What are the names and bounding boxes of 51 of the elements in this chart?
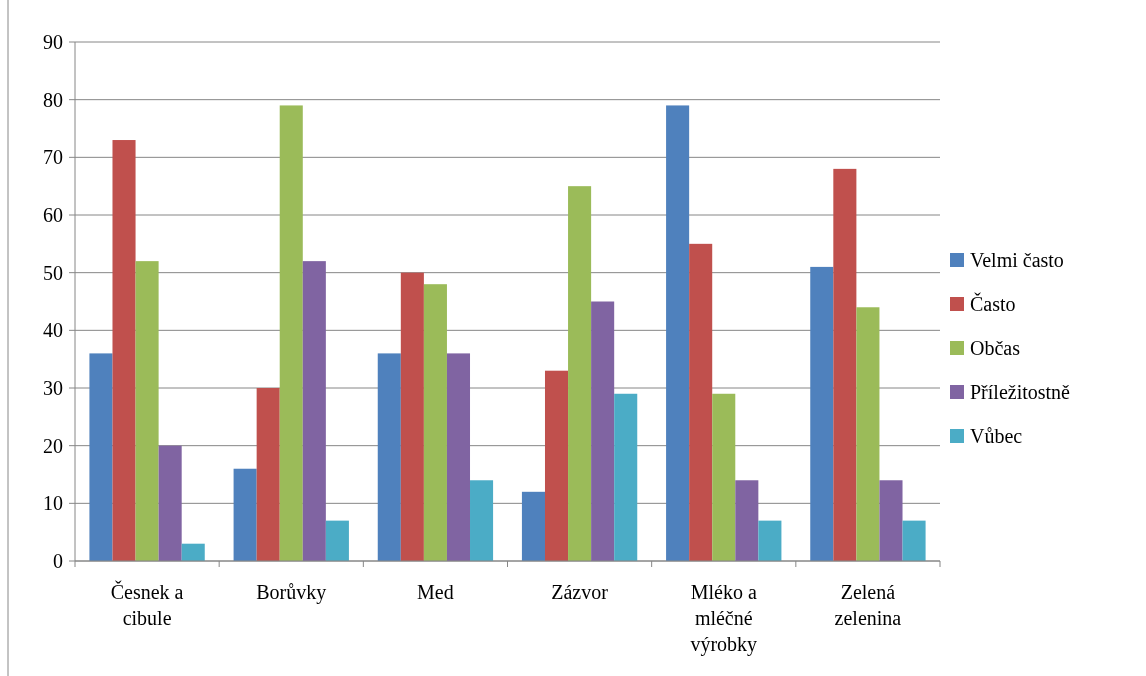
legend-label: Velmi často (970, 249, 1064, 271)
legend-label: Vůbec (970, 425, 1023, 447)
bar (544, 370, 569, 561)
x-tick-label: Česnek a cibule (110, 580, 184, 629)
bar (158, 445, 182, 561)
bar (446, 353, 471, 561)
y-tick-label: 90 (43, 31, 63, 53)
bar (135, 261, 159, 561)
x-tick-label: Zázvor (551, 581, 609, 603)
y-tick-label: 40 (43, 319, 63, 342)
y-tick-label: 50 (43, 261, 63, 284)
bar (666, 105, 690, 561)
x-tick-label: Med (417, 581, 454, 603)
bar (810, 266, 834, 561)
bar (325, 520, 349, 561)
bar (902, 520, 926, 561)
bar (568, 186, 592, 561)
bar (735, 480, 759, 561)
y-tick-label: 30 (43, 377, 63, 399)
bar (377, 353, 401, 561)
bar (521, 491, 545, 561)
bar (689, 243, 713, 561)
bar (879, 480, 903, 561)
bar (712, 393, 736, 561)
y-tick-label: 80 (43, 88, 63, 111)
legend-label: Občas (970, 337, 1021, 359)
bar (833, 168, 857, 561)
bar (470, 480, 494, 561)
y-tick-label: 70 (43, 146, 63, 169)
bar (302, 261, 326, 561)
bar (423, 284, 447, 561)
bar (856, 307, 880, 561)
bar (614, 393, 638, 561)
y-tick-label: 0 (53, 550, 63, 572)
bar (279, 105, 303, 561)
bar (112, 140, 136, 561)
x-tick-label: Zelená zelenina (834, 581, 902, 629)
y-tick-label: 60 (43, 204, 63, 226)
bar (233, 468, 257, 561)
bar (256, 388, 280, 561)
bar (181, 543, 205, 561)
legend-label: Často (970, 292, 1016, 315)
x-tick-label: Mléko a mléčné výrobky (690, 581, 758, 656)
bar (400, 272, 424, 561)
bar (591, 301, 615, 561)
bar (758, 520, 782, 561)
bar (89, 353, 113, 561)
y-tick-label: 20 (43, 434, 63, 457)
x-tick-label: Borůvky (256, 581, 327, 604)
legend-label: Příležitostně (970, 381, 1071, 403)
y-tick-label: 10 (43, 492, 63, 515)
